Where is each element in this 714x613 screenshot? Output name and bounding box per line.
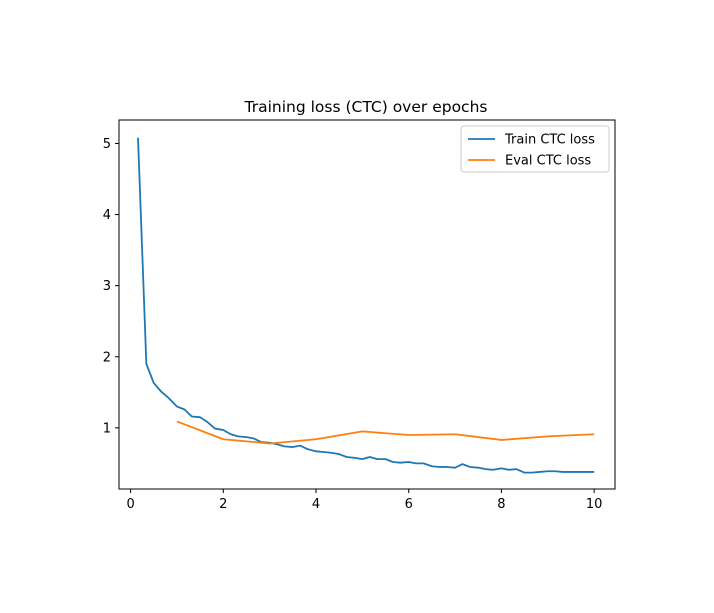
y-tick-label: 5 [103,137,111,152]
y-tick-label: 2 [103,350,111,365]
x-tick-label: 0 [126,497,134,512]
series-line-eval [176,420,595,445]
y-tick-label: 1 [103,421,111,436]
legend: Train CTC loss Eval CTC loss [460,125,610,173]
legend-label: Eval CTC loss [505,154,591,169]
x-tick-label: 8 [497,497,505,512]
x-axis-ticks: 0 2 4 6 8 10 [126,489,602,512]
y-tick-label: 4 [103,208,111,223]
chart-title: Training loss (CTC) over epochs [244,98,488,116]
legend-box [460,125,610,173]
series-line-train [137,137,595,474]
x-tick-label: 2 [219,497,227,512]
x-tick-label: 10 [586,497,603,512]
x-tick-label: 6 [405,497,413,512]
x-tick-label: 4 [312,497,320,512]
y-axis-ticks: 1 2 3 4 5 [103,137,119,436]
y-tick-label: 3 [103,279,111,294]
legend-label: Train CTC loss [504,133,595,148]
series-layer [137,137,595,474]
axes-frame [118,119,616,490]
